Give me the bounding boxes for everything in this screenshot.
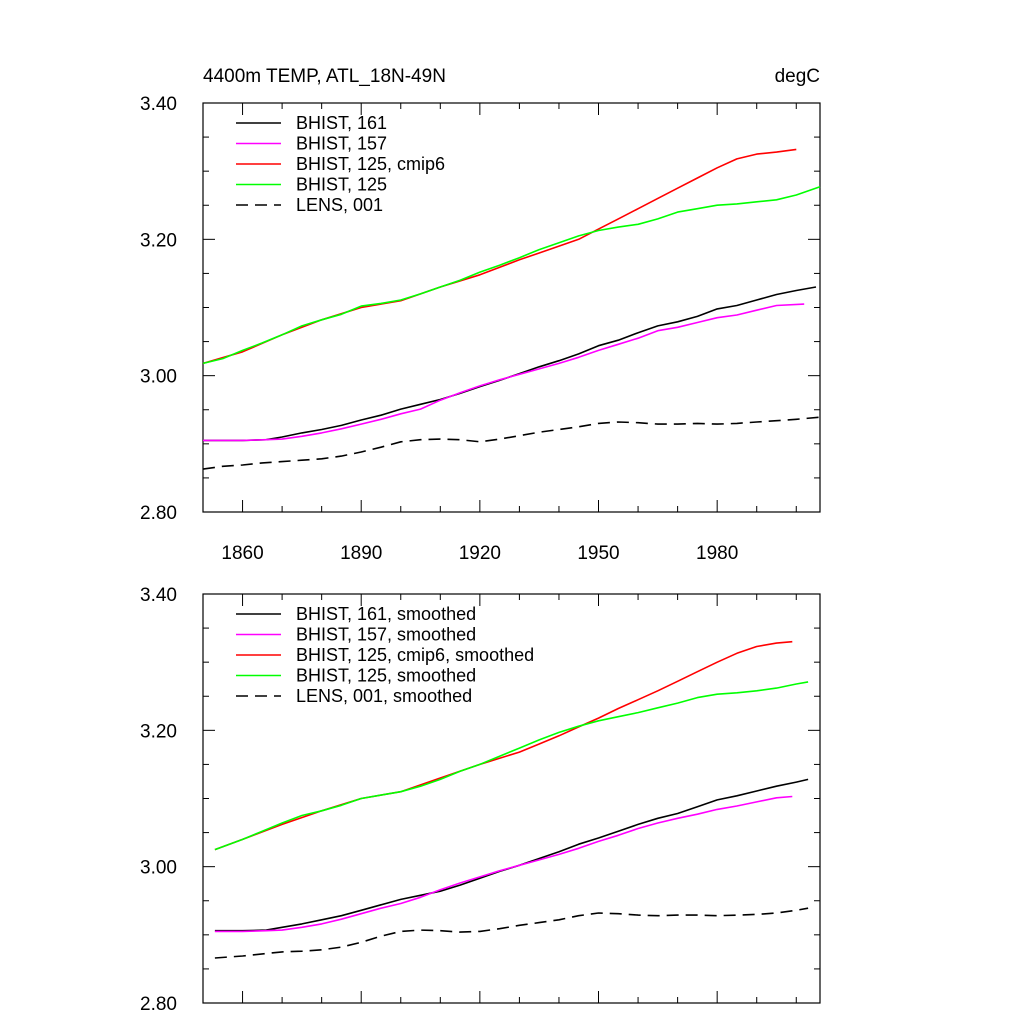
legend-label: BHIST, 125, smoothed [296, 666, 476, 686]
units-label: degC [775, 66, 820, 87]
bottom-series-lines [214, 640, 809, 959]
series-line-1 [203, 286, 817, 442]
series-line-2 [214, 795, 793, 933]
x-tick-label: 1980 [696, 543, 738, 564]
series-line-4 [202, 186, 821, 365]
y-tick-label: 2.80 [140, 503, 177, 524]
top-axis-ticks: 1860 1890 1920 1950 1980 2.80 3.00 3.20 3.40 [140, 94, 820, 564]
y-tick-label: 2.80 [140, 994, 177, 1015]
chart-title: 4400m TEMP, ATL_18N-49N [203, 66, 446, 87]
series-line-5 [202, 416, 821, 470]
series-line-5 [214, 907, 809, 959]
y-tick-label: 3.40 [140, 585, 177, 606]
y-tick-label: 3.40 [140, 94, 177, 115]
x-tick-label: 1890 [340, 543, 382, 564]
series-line-2 [203, 303, 805, 442]
legend-label: BHIST, 125, cmip6, smoothed [296, 645, 534, 665]
legend-label: BHIST, 161, smoothed [296, 604, 476, 624]
legend-label: LENS, 001, smoothed [296, 686, 472, 706]
bottom-panel: 2.803.003.203.40 BHIST, 161, smoothedBHI… [140, 585, 821, 1015]
y-tick-label: 3.20 [140, 721, 177, 742]
top-panel: 1860 1890 1920 1950 1980 2.80 3.00 3.20 3.40 BHI… [140, 94, 821, 564]
legend-label: BHIST, 161 [296, 113, 387, 133]
x-tick-label: 1920 [459, 543, 501, 564]
bottom-axis-ticks: 2.80 3.00 3.20 3.40 [140, 585, 820, 1015]
series-line-3 [202, 148, 797, 365]
top-series-lines [202, 148, 821, 470]
x-tick-label: 1860 [221, 543, 263, 564]
legend-label: LENS, 001 [296, 195, 383, 215]
y-tick-label: 3.00 [140, 367, 177, 388]
legend-label: BHIST, 157 [296, 134, 387, 154]
x-tick-label: 1950 [577, 543, 619, 564]
legend-label: BHIST, 125, cmip6 [296, 154, 445, 174]
legend-label: BHIST, 157, smoothed [296, 625, 476, 645]
y-tick-label: 3.00 [140, 858, 177, 879]
series-line-4 [214, 681, 809, 851]
legend-label: BHIST, 125 [296, 175, 387, 195]
series-line-1 [214, 778, 809, 932]
y-tick-label: 3.20 [140, 230, 177, 251]
